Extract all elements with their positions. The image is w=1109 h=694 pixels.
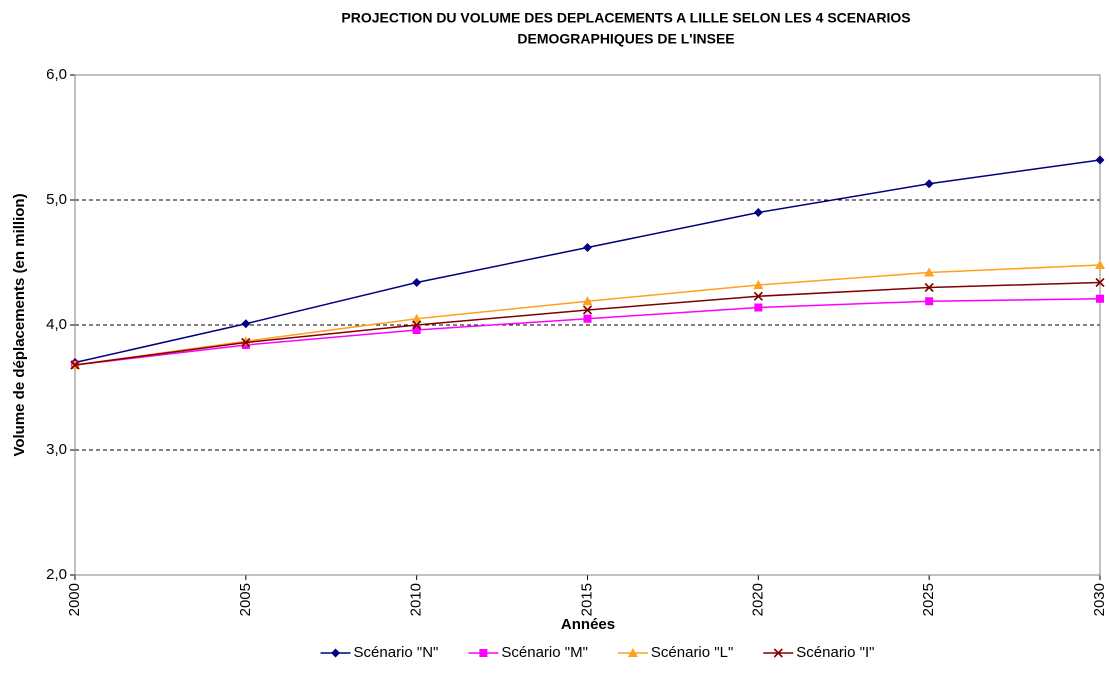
marker — [70, 360, 80, 370]
marker — [583, 243, 592, 252]
marker — [331, 648, 341, 658]
y-axis-label: Volume de déplacements (en million) — [11, 193, 28, 456]
legend-item: Scénario "M" — [468, 644, 588, 661]
marker — [582, 305, 593, 315]
marker — [924, 179, 934, 189]
plot-area — [74, 74, 1101, 576]
x-tick-label: 2000 — [66, 583, 83, 616]
marker — [773, 648, 783, 658]
legend-item: Scénario "I" — [763, 644, 874, 661]
marker — [241, 319, 251, 329]
marker — [412, 326, 421, 334]
chart-title: PROJECTION DU VOLUME DES DEPLACEMENTS A … — [341, 10, 910, 26]
marker — [753, 291, 763, 301]
y-tick-label: 2,0 — [46, 566, 67, 583]
marker — [924, 282, 934, 293]
marker — [924, 267, 935, 277]
chart-title: DEMOGRAPHIQUES DE L'INSEE — [517, 31, 734, 47]
marker — [925, 297, 934, 306]
marker — [411, 313, 422, 323]
y-tick-label: 3,0 — [46, 441, 67, 458]
marker — [241, 337, 251, 348]
x-tick-label: 2025 — [920, 583, 937, 616]
marker — [1096, 294, 1104, 303]
marker — [479, 649, 488, 657]
marker — [1095, 155, 1105, 165]
marker — [753, 208, 763, 217]
legend-item: Scénario "L" — [617, 644, 733, 661]
series-line — [74, 159, 1101, 364]
marker — [582, 296, 593, 306]
x-tick-label: 2005 — [237, 583, 254, 616]
x-axis-label: Années — [561, 616, 615, 633]
x-tick-label: 2010 — [408, 583, 425, 616]
legend-label: Scénario "L" — [651, 644, 733, 661]
marker — [1095, 260, 1105, 269]
legend-label: Scénario "M" — [501, 644, 588, 661]
marker — [1095, 277, 1105, 288]
legend-item: Scénario "N" — [320, 644, 439, 661]
marker — [627, 648, 638, 657]
legend: Scénario "N" Scénario "M" Scénario "L" Scén… — [320, 644, 874, 661]
legend-label: Scénario "N" — [354, 644, 439, 661]
x-tick-label: 2020 — [749, 583, 766, 616]
y-tick-label: 6,0 — [46, 66, 67, 83]
series-line — [74, 298, 1101, 366]
marker — [754, 303, 763, 312]
series-line — [74, 281, 1101, 366]
y-tick-label: 5,0 — [46, 191, 67, 208]
marker — [753, 280, 764, 289]
marker — [412, 320, 422, 330]
legend-label: Scénario "I" — [796, 644, 874, 661]
marker — [583, 314, 592, 323]
x-tick-label: 2030 — [1091, 583, 1108, 616]
marker — [412, 278, 422, 287]
y-tick-label: 4,0 — [46, 316, 67, 333]
x-tick-label: 2015 — [578, 583, 595, 616]
